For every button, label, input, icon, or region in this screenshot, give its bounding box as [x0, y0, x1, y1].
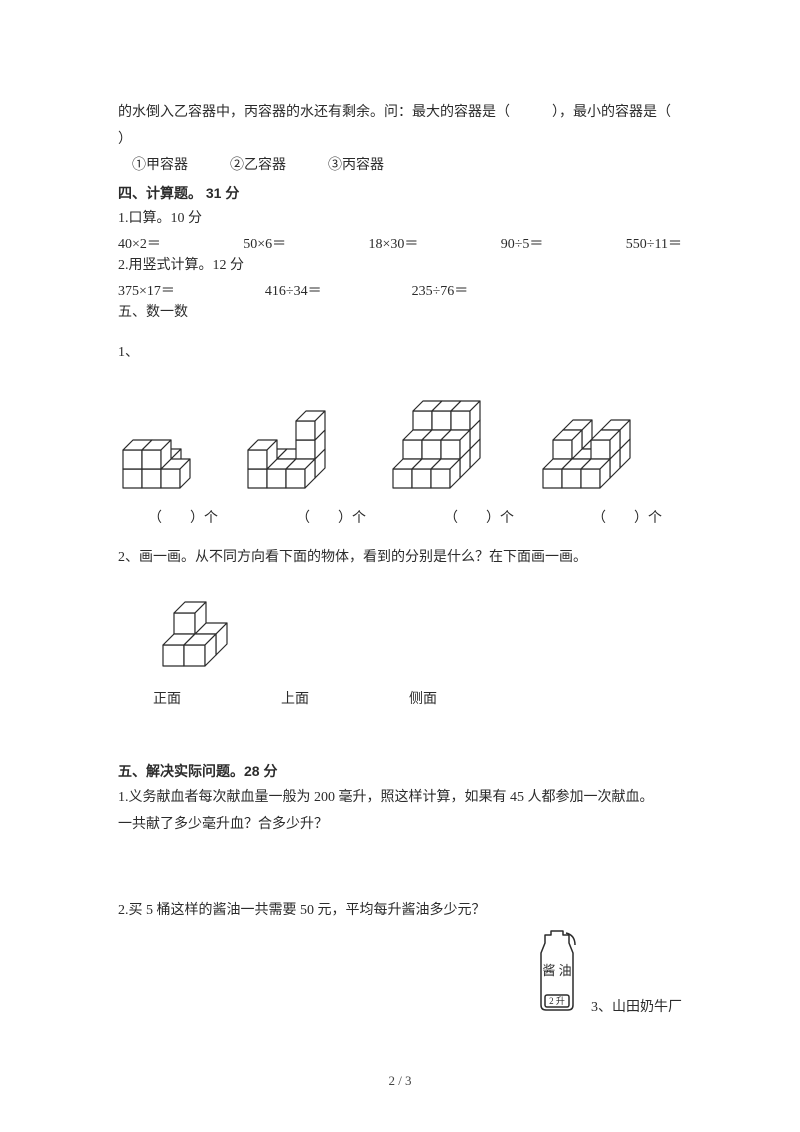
count-label: （ ）个 [296, 507, 366, 527]
s5b-q1: 1.义务献血者每次献血量一般为 200 毫升，照这样计算，如果有 45 人都参加… [118, 785, 682, 812]
s5b-q2: 2.买 5 桶这样的酱油一共需要 50 元，平均每升酱油多少元？ [118, 898, 682, 925]
view-label: 正面 [153, 688, 181, 708]
view-label: 上面 [281, 688, 309, 708]
page-footer: 2 / 3 [118, 1073, 682, 1089]
section4-title: 四、计算题。 31 分 [118, 180, 682, 207]
intro-line2: ） [118, 127, 682, 154]
s4-q2-label: 2.用竖式计算。12 分 [118, 253, 682, 280]
soy-row: 酱 油 2 升 3、山田奶牛厂 [118, 925, 682, 1018]
soy-bottle: 酱 油 2 升 [529, 925, 585, 1018]
calc-item: 550÷11＝ [626, 233, 682, 253]
calc-item: 416÷34＝ [265, 280, 322, 300]
calc-item: 375×17＝ [118, 280, 175, 300]
section5b-title: 五、解决实际问题。28 分 [118, 758, 682, 785]
intro-line1: 的水倒入乙容器中，丙容器的水还有剩余。问：最大的容器是（ ），最小的容器是（ [118, 100, 682, 127]
views-figure [118, 581, 682, 676]
s5a-q1-label: 1、 [118, 340, 682, 367]
s4-q1-label: 1.口算。10 分 [118, 206, 682, 233]
count-label: （ ）个 [444, 507, 514, 527]
counts-row: （ ）个 （ ）个 （ ）个 （ ）个 [118, 507, 682, 527]
s5b-q1b: 一共献了多少毫升血？合多少升？ [118, 812, 682, 839]
svg-text:2 升: 2 升 [549, 996, 565, 1006]
calc-item: 40×2＝ [118, 233, 161, 253]
intro-choices: ①甲容器 ②乙容器 ③丙容器 [118, 153, 682, 180]
s4-q2-row: 375×17＝ 416÷34＝ 235÷76＝ [118, 280, 682, 300]
calc-item: 18×30＝ [369, 233, 419, 253]
s5a-q2-label: 2、画一画。从不同方向看下面的物体，看到的分别是什么？在下面画一画。 [118, 545, 682, 572]
section5a-title: 五、数一数 [118, 300, 682, 327]
count-label: （ ）个 [592, 507, 662, 527]
view-label: 侧面 [409, 688, 437, 708]
s5b-q3-tail: 3、山田奶牛厂 [591, 996, 682, 1016]
svg-text:酱 油: 酱 油 [542, 963, 571, 978]
views-row: 正面 上面 侧面 [118, 688, 682, 708]
count-label: （ ）个 [148, 507, 218, 527]
cube-figures-row [118, 373, 682, 493]
s4-q1-row: 40×2＝ 50×6＝ 18×30＝ 90÷5＝ 550÷11＝ [118, 233, 682, 253]
calc-item: 50×6＝ [243, 233, 286, 253]
calc-item: 235÷76＝ [412, 280, 469, 300]
calc-item: 90÷5＝ [501, 233, 544, 253]
